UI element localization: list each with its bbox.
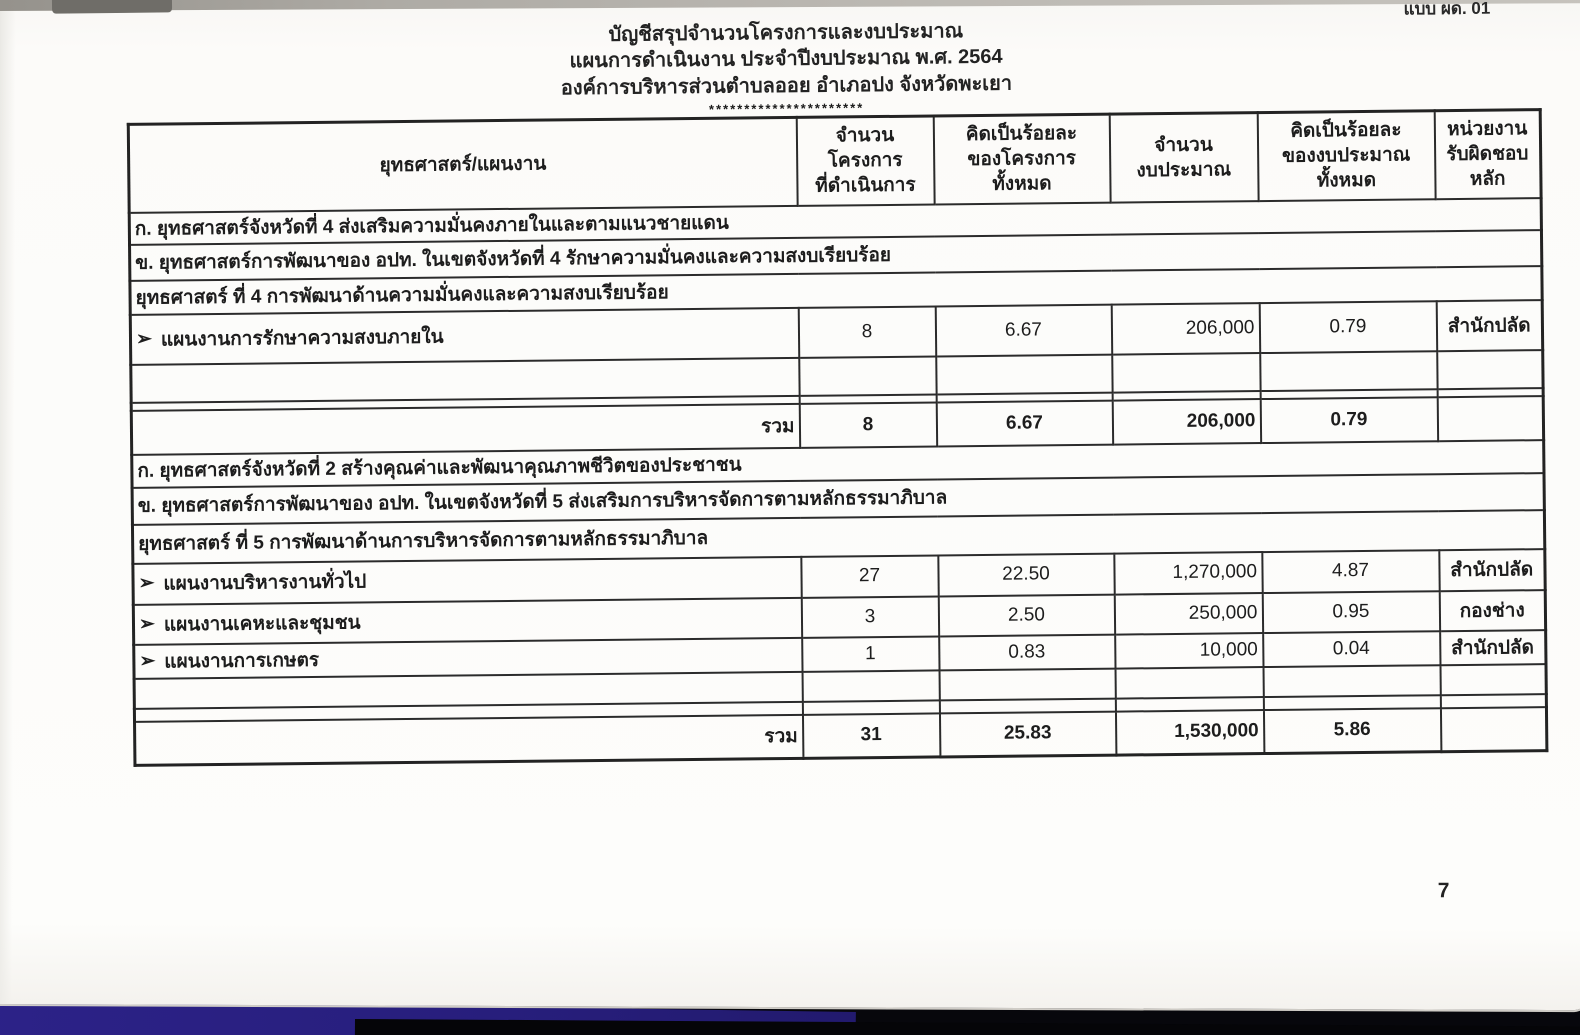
- total-label: รวม: [131, 403, 800, 455]
- plan-cell: ➢ แผนงานบริหารงานทั่วไป: [132, 556, 802, 605]
- cell-budget-percent: 4.87: [1261, 549, 1440, 593]
- arrow-bullet-icon: ➢: [138, 572, 155, 594]
- col-header-project-count: จำนวนโครงการ ที่ดำเนินการ: [796, 115, 935, 206]
- empty-cell: [802, 669, 940, 702]
- col-header-strategy: ยุทธศาสตร์/แผนงาน: [128, 117, 798, 213]
- cell-project-percent: 25.83: [939, 711, 1116, 757]
- col-header-budget-percent: คิดเป็นร้อยละ ของงบประมาณ ทั้งหมด: [1257, 110, 1436, 201]
- cell-project-count: 8: [799, 401, 937, 448]
- cell-budget-percent: 0.95: [1262, 590, 1440, 633]
- empty-cell: [1111, 352, 1261, 393]
- arrow-bullet-icon: ➢: [138, 613, 156, 635]
- plan-cell: ➢ แผนงานการรักษาความสงบภายใน: [130, 307, 799, 365]
- col-header-unit: หน่วยงาน รับผิดชอบหลัก: [1434, 109, 1542, 199]
- plan-label: แผนงานการรักษาความสงบภายใน: [160, 326, 444, 351]
- cell-project-percent: 6.67: [936, 400, 1113, 446]
- col-header-budget: จำนวน งบประมาณ: [1109, 112, 1259, 203]
- cell-budget: 1,530,000: [1115, 709, 1264, 756]
- plan-label: แผนงานเคหะและชุมชน: [163, 612, 361, 636]
- cell-project-count: 31: [802, 712, 940, 759]
- cell-project-percent: 2.50: [938, 594, 1115, 636]
- cell-budget-percent: 5.86: [1263, 707, 1441, 754]
- cell-budget: 206,000: [1112, 398, 1261, 445]
- col-header-project-percent: คิดเป็นร้อยละ ของโครงการทั้งหมด: [933, 114, 1111, 204]
- empty-cell: [1440, 693, 1547, 708]
- cell-unit: สำนักปลัด: [1438, 548, 1546, 591]
- table-header-row: ยุทธศาสตร์/แผนงาน จำนวนโครงการ ที่ดำเนิน…: [128, 109, 1542, 213]
- cell-unit: [1440, 706, 1547, 752]
- cell-budget: 1,270,000: [1113, 551, 1263, 595]
- empty-cell: [798, 355, 937, 396]
- empty-cell: [1436, 349, 1544, 389]
- cell-project-count: 3: [801, 595, 939, 638]
- cell-project-percent: 6.67: [935, 304, 1112, 356]
- cell-budget: 206,000: [1111, 302, 1260, 355]
- cell-budget-percent: 0.04: [1262, 630, 1440, 667]
- empty-cell: [1259, 350, 1438, 391]
- summary-table: ยุทธศาสตร์/แผนงาน จำนวนโครงการ ที่ดำเนิน…: [126, 108, 1549, 767]
- empty-cell: [1263, 664, 1441, 697]
- cell-unit: กองช่าง: [1439, 589, 1546, 631]
- cell-project-count: 27: [800, 554, 939, 598]
- document-header: บัญชีสรุปจำนวนโครงการและงบประมาณ แผนการด…: [0, 12, 1577, 126]
- empty-cell: [1115, 666, 1264, 699]
- cell-unit: [1437, 395, 1544, 441]
- cell-project-percent: 22.50: [937, 553, 1115, 596]
- empty-cell: [939, 668, 1116, 700]
- cell-budget: 10,000: [1114, 632, 1264, 669]
- cell-budget-percent: 0.79: [1259, 300, 1437, 353]
- arrow-bullet-icon: ➢: [139, 650, 156, 672]
- cell-unit: สำนักปลัด: [1436, 299, 1543, 351]
- empty-cell: [935, 354, 1113, 394]
- arrow-bullet-icon: ➢: [135, 328, 153, 350]
- cell-budget-percent: 0.79: [1260, 396, 1438, 443]
- total-label: รวม: [134, 714, 803, 766]
- cell-budget: 250,000: [1114, 592, 1263, 635]
- plan-label: แผนงานการเกษตร: [164, 649, 320, 673]
- cell-unit: สำนักปลัด: [1439, 629, 1546, 665]
- cell-project-percent: 0.83: [938, 634, 1116, 670]
- plan-label: แผนงานบริหารงานทั่วไป: [163, 571, 367, 595]
- cell-project-count: 1: [801, 635, 940, 672]
- empty-cell: [1439, 663, 1547, 695]
- page-number: 7: [1437, 879, 1450, 903]
- cell-project-count: 8: [798, 305, 936, 358]
- plan-cell: ➢ แผนงานเคหะและชุมชน: [133, 597, 802, 645]
